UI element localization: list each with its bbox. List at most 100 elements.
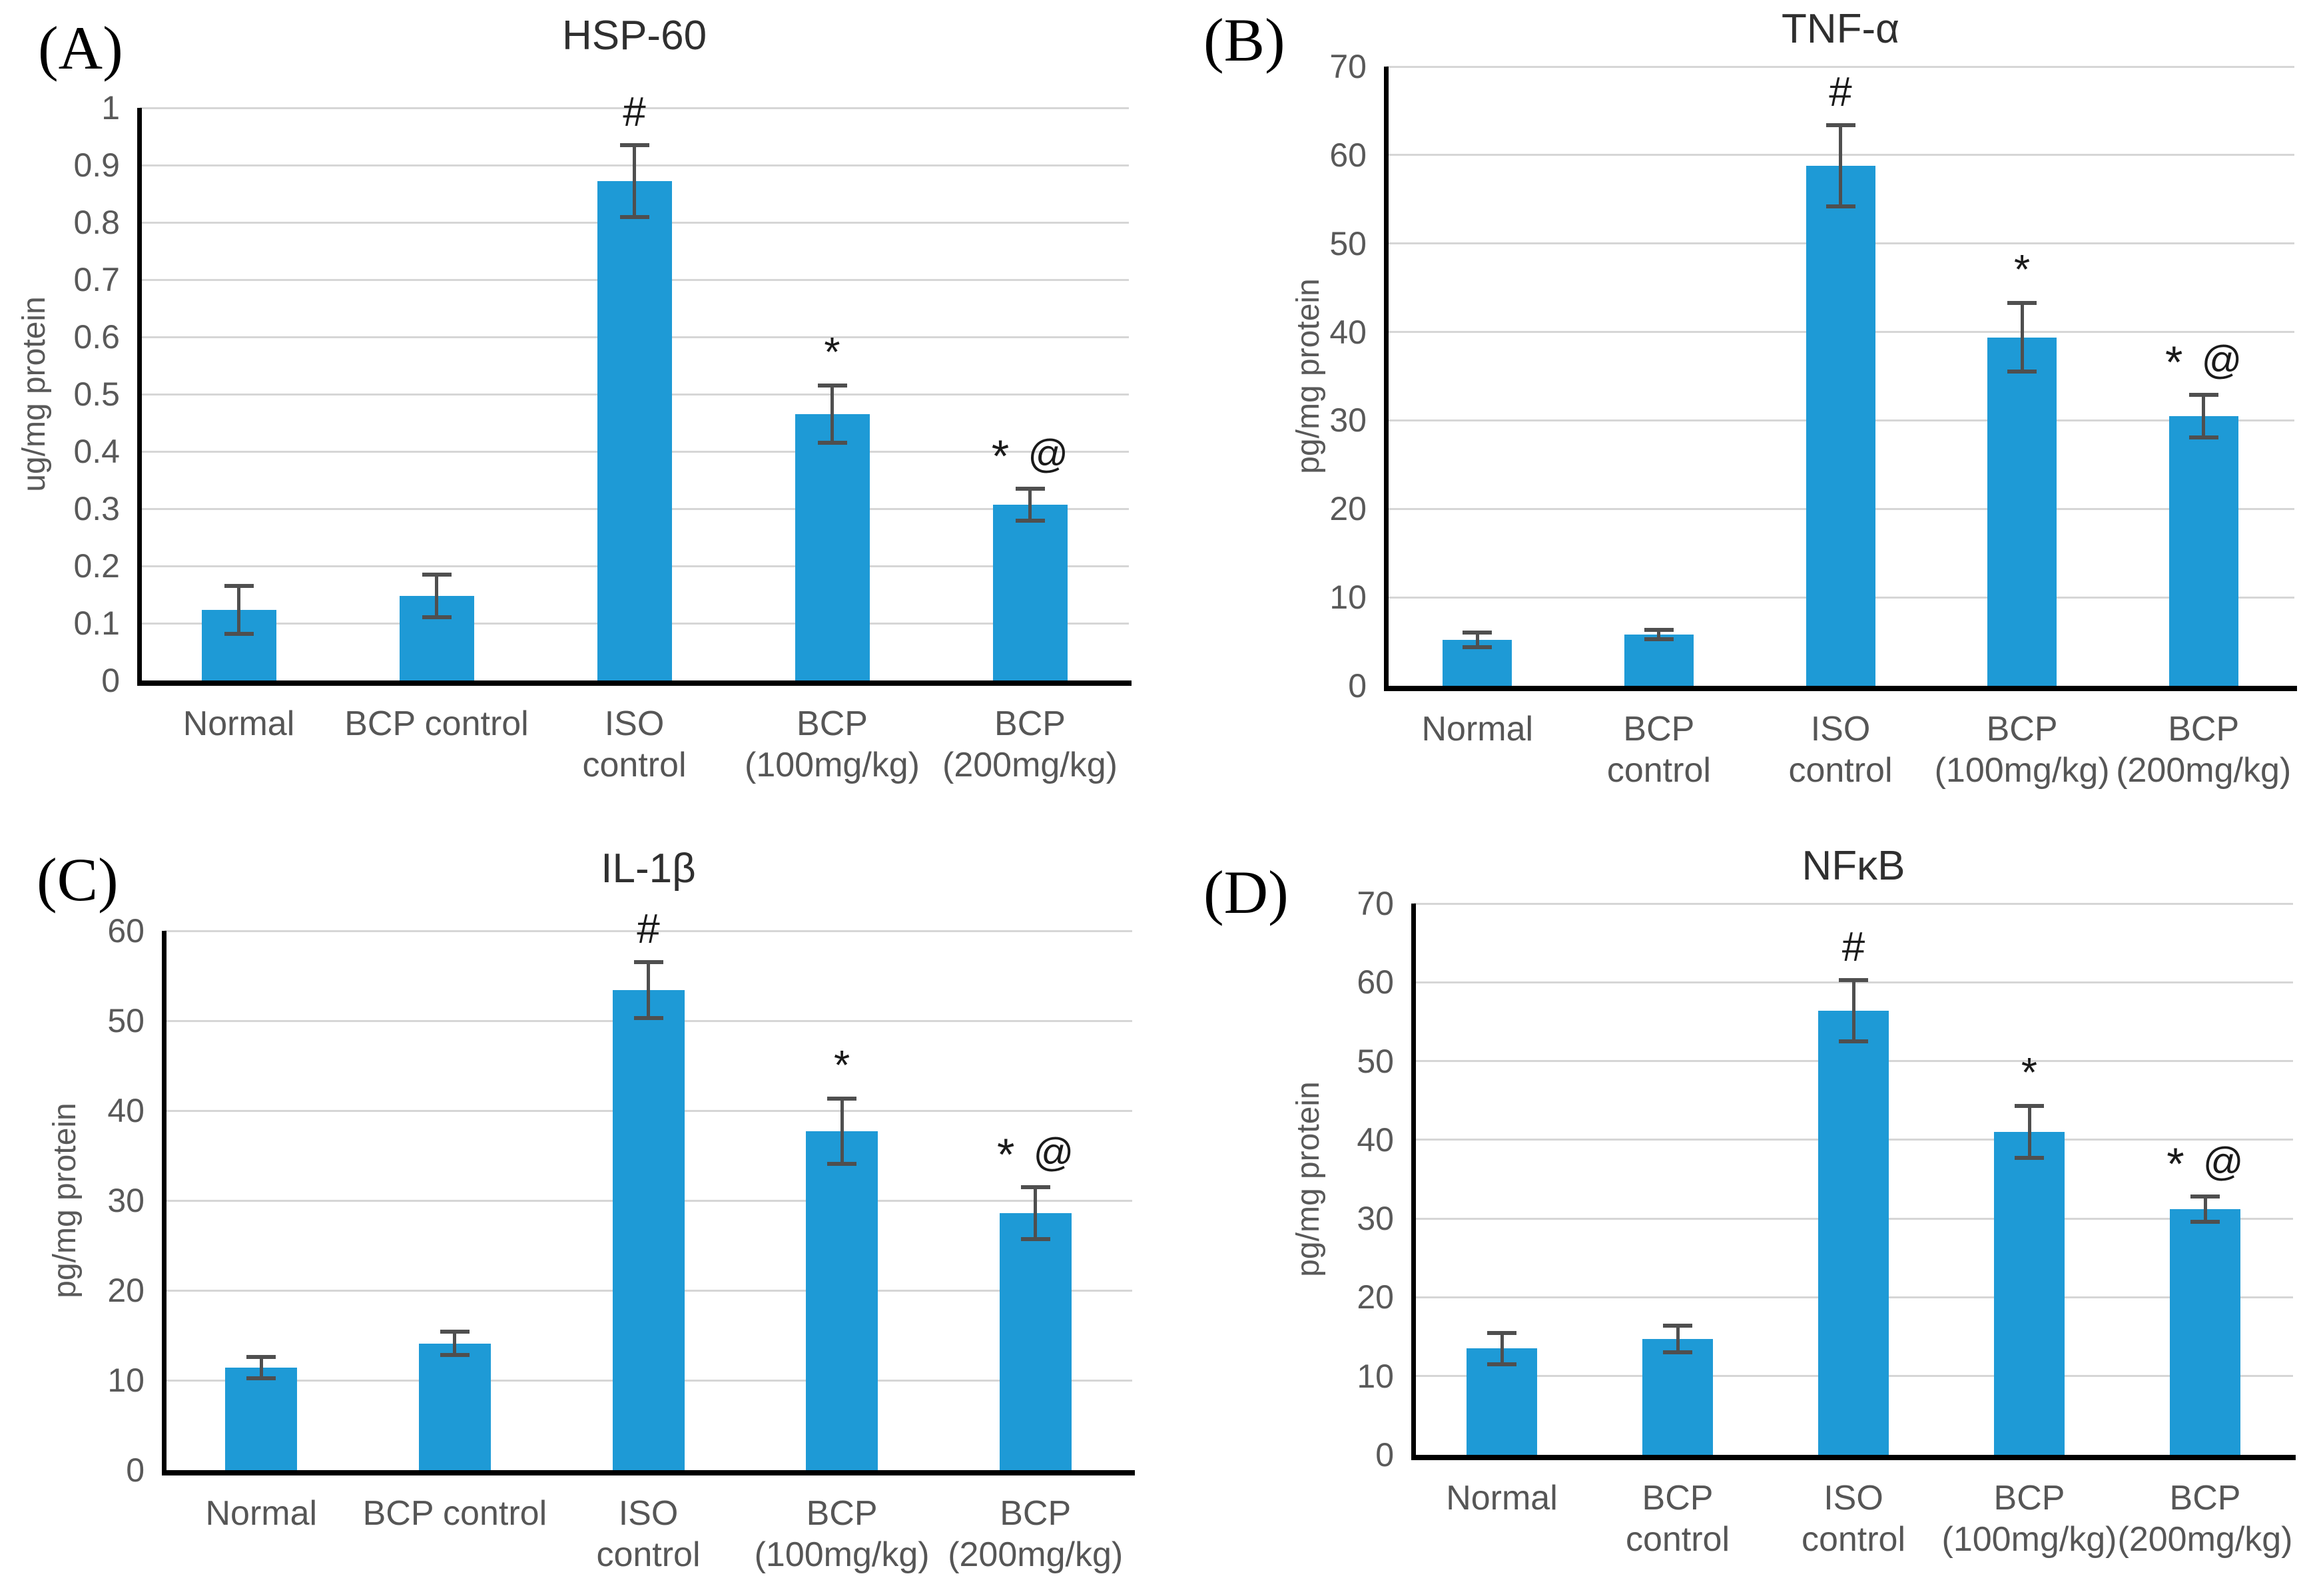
x-category-label: ISO control <box>596 1494 701 1574</box>
significance-marker: # <box>623 89 646 135</box>
error-bar-cap-top <box>2188 392 2218 397</box>
error-bar-cap-top <box>1487 1330 1516 1335</box>
error-bar-line <box>647 962 650 1018</box>
asterisk-marker: * <box>996 1129 1015 1180</box>
error-bar-cap-bottom <box>246 1376 276 1381</box>
error-bar-cap-top <box>2007 300 2037 305</box>
bar-iso-control <box>597 181 672 680</box>
panel-letter-a: (A) <box>38 14 123 82</box>
gridline <box>1387 65 2294 68</box>
x-category-label: ISO control <box>1801 1479 1906 1559</box>
y-tick-label: 0 <box>1375 1436 1394 1473</box>
error-bar-cap-top <box>422 572 452 577</box>
error-bar-line <box>1475 633 1479 647</box>
at-marker: @ <box>1028 431 1069 476</box>
x-category-label: Normal <box>1446 1479 1558 1517</box>
error-bar-line <box>1034 1187 1038 1240</box>
y-tick-label: 20 <box>107 1272 145 1309</box>
bar-bcp-(100mg/kg) <box>806 1131 878 1470</box>
asterisk-marker: * <box>991 430 1010 481</box>
error-bar-cap-bottom <box>1463 645 1492 649</box>
y-tick-label: 40 <box>1357 1121 1394 1159</box>
error-bar-cap-top <box>1463 631 1492 635</box>
x-category-label: ISO control <box>582 704 687 784</box>
panel-nfkb: (D) NFκB pg/mg protein 0 10 20 30 40 50 60 70 No… <box>1172 798 2317 1596</box>
error-bar-line <box>237 586 240 635</box>
error-bar-line <box>1657 630 1661 639</box>
error-bar-line <box>633 144 636 218</box>
y-tick-label: 20 <box>1329 490 1367 528</box>
y-tick-label: 60 <box>107 912 145 949</box>
x-category-label: Normal <box>182 704 295 743</box>
error-bar-cap-bottom <box>633 1015 663 1020</box>
error-bar-cap-bottom <box>1020 1237 1050 1242</box>
significance-marker: * <box>2014 246 2031 293</box>
error-bar-cap-top <box>1015 486 1045 491</box>
error-bar-cap-bottom <box>619 215 649 220</box>
x-axis <box>162 1470 1135 1475</box>
error-bar-cap-bottom <box>440 1353 470 1358</box>
y-axis-title-d: pg/mg protein <box>1291 1081 1326 1277</box>
bar-bcp control <box>418 1343 491 1470</box>
significance-marker: * @ <box>2165 338 2242 386</box>
error-bar-cap-top <box>633 960 663 965</box>
error-bar-line <box>840 1099 844 1164</box>
y-tick-label: 30 <box>107 1182 145 1219</box>
y-tick-label: 40 <box>1329 313 1367 351</box>
error-bar-cap-top <box>1020 1185 1050 1189</box>
significance-marker: * @ <box>2166 1139 2244 1190</box>
bar-bcp-(200mg/kg) <box>2170 1208 2240 1455</box>
y-tick-label: 20 <box>1357 1278 1394 1316</box>
bar-bcp-(100mg/kg) <box>1994 1132 2065 1455</box>
y-tick-label: 30 <box>1329 401 1367 439</box>
chart-title-nfkb: NFκB <box>1802 843 1905 889</box>
error-bar-line <box>1851 979 1855 1041</box>
y-axis <box>1384 67 1389 690</box>
y-tick-label: 60 <box>1329 136 1367 174</box>
chart-title-hsp60: HSP-60 <box>561 13 707 59</box>
error-bar-line <box>2203 1197 2207 1222</box>
x-category-label: BCP control <box>1625 1479 1730 1559</box>
y-tick-label: 30 <box>1357 1200 1394 1238</box>
y-tick-label: 0 <box>101 662 120 699</box>
y-tick-label: 0.4 <box>73 433 120 470</box>
error-bar-cap-bottom <box>1487 1362 1516 1366</box>
y-tick-label: 10 <box>1329 579 1367 617</box>
y-tick-label: 0.2 <box>73 547 120 585</box>
error-bar-cap-top <box>2015 1103 2044 1108</box>
bar-bcp-(200mg/kg) <box>2168 415 2238 686</box>
error-bar-cap-top <box>1644 628 1674 633</box>
error-bar-cap-bottom <box>1644 637 1674 641</box>
error-bar-cap-bottom <box>224 632 254 637</box>
error-bar-line <box>435 574 438 617</box>
bar-iso-control <box>612 990 685 1470</box>
x-category-label: BCP (200mg/kg) <box>2117 1479 2293 1559</box>
error-bar-line <box>1839 125 1842 206</box>
x-category-label: BCP (100mg/kg) <box>754 1494 930 1574</box>
x-category-label: BCP (200mg/kg) <box>2116 710 2292 790</box>
significance-marker: * @ <box>991 430 1069 481</box>
y-tick-label: 40 <box>107 1092 145 1129</box>
y-tick-label: 0 <box>1348 667 1367 704</box>
error-bar-cap-top <box>2190 1195 2220 1199</box>
error-bar-cap-top <box>1825 123 1855 127</box>
error-bar-cap-bottom <box>2190 1219 2220 1224</box>
x-category-label: BCP (100mg/kg) <box>1941 1479 2117 1559</box>
y-tick-label: 0.6 <box>73 318 120 356</box>
significance-marker: # <box>637 906 660 953</box>
y-tick-label: 0.1 <box>73 605 120 642</box>
error-bar-cap-bottom <box>422 615 452 619</box>
asterisk-marker: * <box>2166 1139 2184 1190</box>
at-marker: @ <box>1033 1129 1074 1175</box>
error-bar-cap-top <box>246 1354 276 1359</box>
error-bar-cap-bottom <box>1839 1039 1868 1043</box>
y-tick-label: 0 <box>126 1452 145 1489</box>
gridline <box>140 107 1129 109</box>
panel-letter-c: (C) <box>37 846 119 914</box>
at-marker: @ <box>2202 1139 2244 1185</box>
error-bar-cap-bottom <box>817 441 847 445</box>
y-tick-label: 70 <box>1329 48 1367 85</box>
error-bar-line <box>2020 302 2024 372</box>
error-bar-cap-top <box>224 584 254 589</box>
